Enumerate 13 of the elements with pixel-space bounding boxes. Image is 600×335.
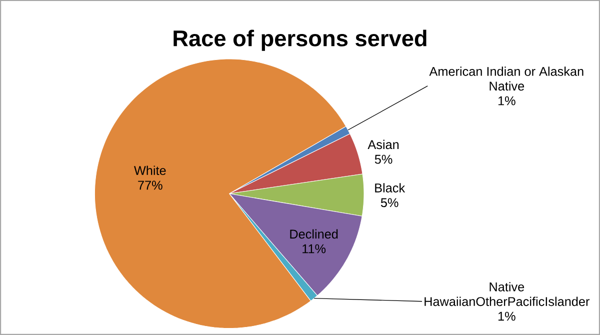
data-label: 77%: [138, 180, 162, 190]
slice-label: American Indian or Alaskan Native: [429, 66, 584, 91]
slice-label: Black: [375, 183, 406, 192]
slice-label: Declined: [290, 229, 338, 239]
data-label: 11%: [302, 244, 326, 254]
slice-label: Asian: [368, 140, 399, 150]
slice-label: Native HawaiianOtherPacificIslander: [424, 282, 590, 306]
slice-label: White: [134, 166, 166, 176]
chart-title: Race of persons served: [174, 30, 426, 51]
data-label: 1%: [498, 96, 516, 106]
data-label: 5%: [380, 198, 398, 208]
data-label: 5%: [374, 154, 392, 164]
data-label: 1%: [498, 312, 516, 321]
